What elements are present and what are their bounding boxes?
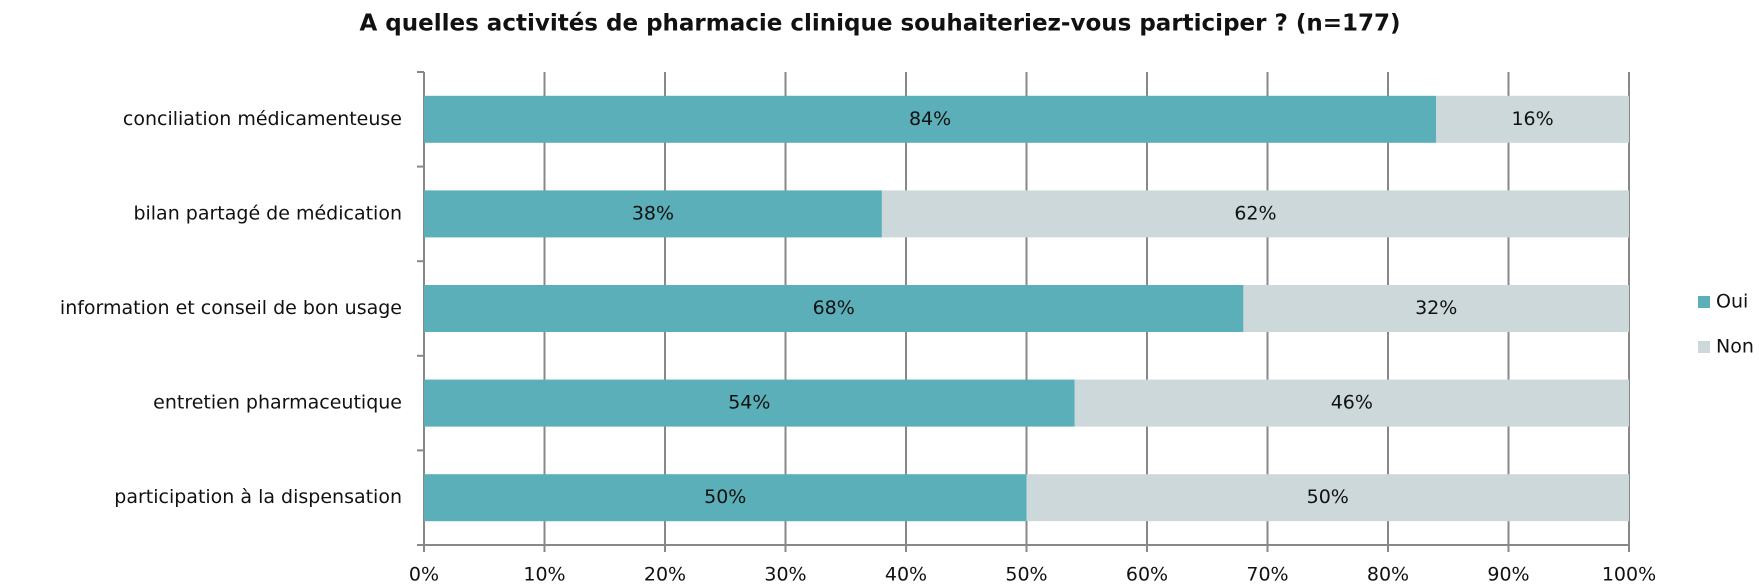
value-label: 50%	[704, 486, 746, 508]
bar-segment	[424, 379, 1075, 427]
value-label: 38%	[632, 202, 674, 224]
bar-segment	[881, 190, 1629, 238]
x-tick-label: 70%	[1246, 564, 1288, 586]
bar-segment	[424, 285, 1244, 332]
value-label: 16%	[1511, 108, 1553, 130]
x-tick-label: 100%	[1602, 564, 1656, 586]
value-label: 50%	[1307, 486, 1349, 508]
y-tick-label: information et conseil de bon usage	[60, 297, 402, 319]
bar-segment	[424, 474, 1027, 522]
x-tick-label: 80%	[1367, 564, 1409, 586]
chart-title: A quelles activités de pharmacie cliniqu…	[359, 11, 1400, 37]
x-tick-label: 40%	[885, 564, 927, 586]
value-label: 46%	[1331, 392, 1373, 414]
value-label: 62%	[1234, 202, 1276, 224]
value-label: 84%	[909, 108, 951, 130]
x-tick-label: 30%	[764, 564, 806, 586]
x-tick-label: 90%	[1487, 564, 1529, 586]
y-tick-label: bilan partagé de médication	[133, 202, 402, 224]
bar-segment	[424, 190, 882, 238]
x-tick-label: 10%	[523, 564, 565, 586]
x-tick-label: 50%	[1005, 564, 1047, 586]
y-tick-label: entretien pharmaceutique	[153, 392, 402, 414]
x-tick-label: 20%	[644, 564, 686, 586]
legend-swatch	[1698, 296, 1710, 308]
legend-swatch	[1698, 341, 1710, 353]
y-tick-label: participation à la dispensation	[114, 486, 402, 508]
y-tick-label: conciliation médicamenteuse	[123, 108, 402, 130]
x-tick-label: 0%	[409, 564, 439, 586]
legend-label: Oui	[1716, 291, 1748, 313]
bar-segment	[1436, 95, 1629, 143]
value-label: 68%	[813, 297, 855, 319]
value-label: 32%	[1415, 297, 1457, 319]
bar-segment	[1243, 285, 1629, 332]
legend-label: Non	[1716, 336, 1754, 358]
bar-segment	[1074, 379, 1629, 427]
x-tick-label: 60%	[1126, 564, 1168, 586]
bar-segment	[424, 95, 1437, 143]
value-label: 54%	[728, 392, 770, 414]
bar-segment	[1026, 474, 1629, 522]
